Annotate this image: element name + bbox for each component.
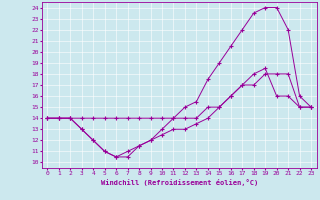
X-axis label: Windchill (Refroidissement éolien,°C): Windchill (Refroidissement éolien,°C) (100, 179, 258, 186)
